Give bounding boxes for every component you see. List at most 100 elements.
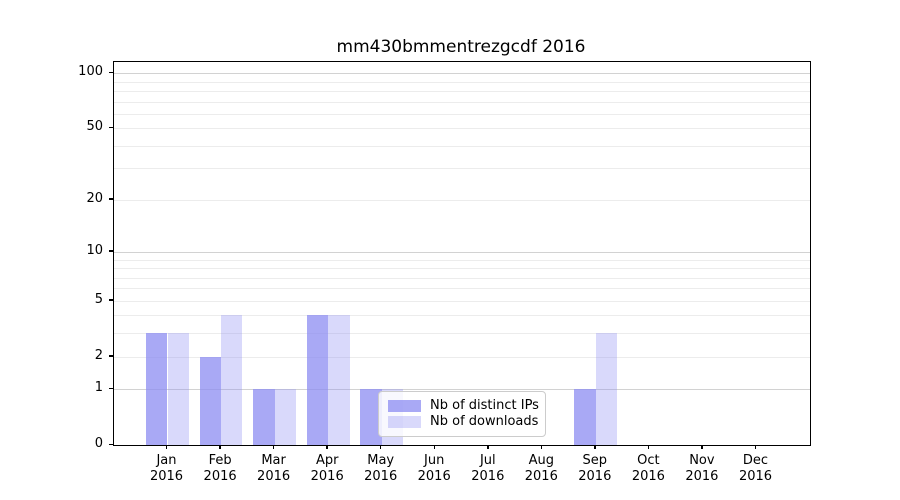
bar-distinct-ips-may [360,389,382,445]
x-tick-month: Mar [261,453,286,468]
gridline-y-3 [114,333,810,335]
y-tick-label-10: 10 [86,242,103,258]
x-tick-year: 2016 [149,469,184,484]
gridline-y-9 [114,259,810,261]
x-tick-mark-jul [487,445,489,449]
x-tick-month: Dec [742,453,769,468]
y-tick-label-20: 20 [86,190,103,206]
x-tick-label-feb: Feb 2016 [190,453,250,485]
gridline-y-80 [114,90,810,92]
x-tick-mark-mar [272,445,275,449]
x-tick-label-dec: Dec 2016 [726,453,786,485]
x-tick-label-nov: Nov 2016 [672,453,732,485]
legend-swatch-downloads [388,416,421,428]
x-tick-year: 2016 [203,469,237,484]
x-tick-label-oct: Oct 2016 [618,453,678,485]
bar-distinct-ips-mar [253,389,275,445]
y-tick-mark-10 [109,250,113,252]
x-tick-mark-jan [165,445,168,449]
x-tick-year: 2016 [631,469,665,484]
legend: Nb of distinct IPs Nb of downloads [378,391,546,437]
gridline-y-6 [114,288,810,290]
x-tick-year: 2016 [257,469,291,484]
x-tick-month: Nov [689,453,715,468]
x-tick-mark-nov [701,445,703,449]
x-tick-label-apr: Apr 2016 [297,453,357,485]
x-tick-year: 2016 [364,469,398,484]
y-tick-mark-20 [109,198,113,200]
y-tick-label-5: 5 [94,291,103,307]
legend-label-downloads: Nb of downloads [430,414,539,429]
gridline-y-5 [114,300,810,302]
gridline-y-7 [114,277,810,279]
gridline-y-40 [114,145,810,147]
gridline-y-70 [114,101,810,103]
x-tick-month: Jul [479,453,496,468]
bar-downloads-apr [328,315,350,445]
bar-distinct-ips-sep [574,389,596,445]
y-tick-label-1: 1 [94,380,103,396]
plot-area: Nb of distinct IPs Nb of downloads [113,61,811,446]
x-tick-month: Jan [156,453,177,468]
gridline-y-30 [114,168,810,170]
y-tick-label-100: 100 [78,64,103,80]
legend-label-distinct-ips: Nb of distinct IPs [430,398,539,413]
gridline-y-2 [114,356,810,358]
x-tick-mark-apr [326,445,328,449]
y-tick-mark-5 [109,299,113,301]
x-tick-month: Feb [208,453,232,468]
y-tick-label-0: 0 [94,436,103,451]
bar-distinct-ips-jan [146,333,168,445]
bar-downloads-feb [221,315,243,445]
x-tick-label-sep: Sep 2016 [565,453,625,485]
x-tick-label-jan: Jan 2016 [137,453,197,485]
gridline-y-20 [114,199,810,201]
x-tick-mark-aug [540,445,543,449]
gridline-y-10 [114,251,810,253]
gridline-y-90 [114,81,810,83]
bar-downloads-jan [167,333,189,445]
gridline-y-8 [114,268,810,269]
gridline-y-4 [114,315,810,317]
y-tick-label-50: 50 [86,119,103,135]
bar-distinct-ips-feb [199,356,222,445]
x-tick-mark-may [379,445,382,449]
x-tick-label-aug: Aug 2016 [511,453,571,485]
y-tick-mark-50 [109,126,113,129]
x-tick-month: Apr [315,453,339,468]
x-tick-year: 2016 [310,469,344,484]
x-tick-year: 2016 [524,469,558,484]
gridline-y-60 [114,113,810,115]
legend-swatch-distinct-ips [388,400,421,412]
x-tick-mark-jun [433,445,435,449]
x-tick-month: Oct [637,453,660,468]
y-tick-mark-1 [109,387,113,390]
gridline-y-50 [114,128,810,130]
x-tick-year: 2016 [471,469,505,484]
y-tick-mark-0 [109,443,113,445]
bar-distinct-ips-apr [306,315,329,445]
x-tick-label-jul: Jul 2016 [458,453,518,485]
legend-item-downloads: Nb of downloads [388,414,539,430]
x-tick-label-jun: Jun 2016 [404,453,464,485]
y-tick-mark-100 [109,71,113,74]
chart-title: mm430bmmentrezgcdf 2016 [336,37,586,57]
x-tick-year: 2016 [738,469,773,484]
x-tick-month: Sep [582,453,608,468]
bar-downloads-mar [274,389,296,445]
x-tick-label-may: May 2016 [351,453,411,485]
y-tick-mark-2 [109,355,113,357]
x-tick-mark-dec [754,445,757,449]
x-tick-mark-sep [594,445,596,449]
x-tick-month: Aug [528,453,554,468]
bar-downloads-sep [595,333,618,445]
x-tick-year: 2016 [578,469,612,484]
legend-item-distinct-ips: Nb of distinct IPs [388,398,539,414]
y-tick-label-2: 2 [94,347,103,363]
x-axis: Jan 2016 Feb 2016 Mar 2016 Apr 2016 May 2016 Jun 20… [113,444,809,500]
x-tick-year: 2016 [417,469,451,484]
gridline-y-1 [114,389,810,391]
gridline-y-100 [114,73,810,75]
x-tick-mark-feb [219,445,221,449]
